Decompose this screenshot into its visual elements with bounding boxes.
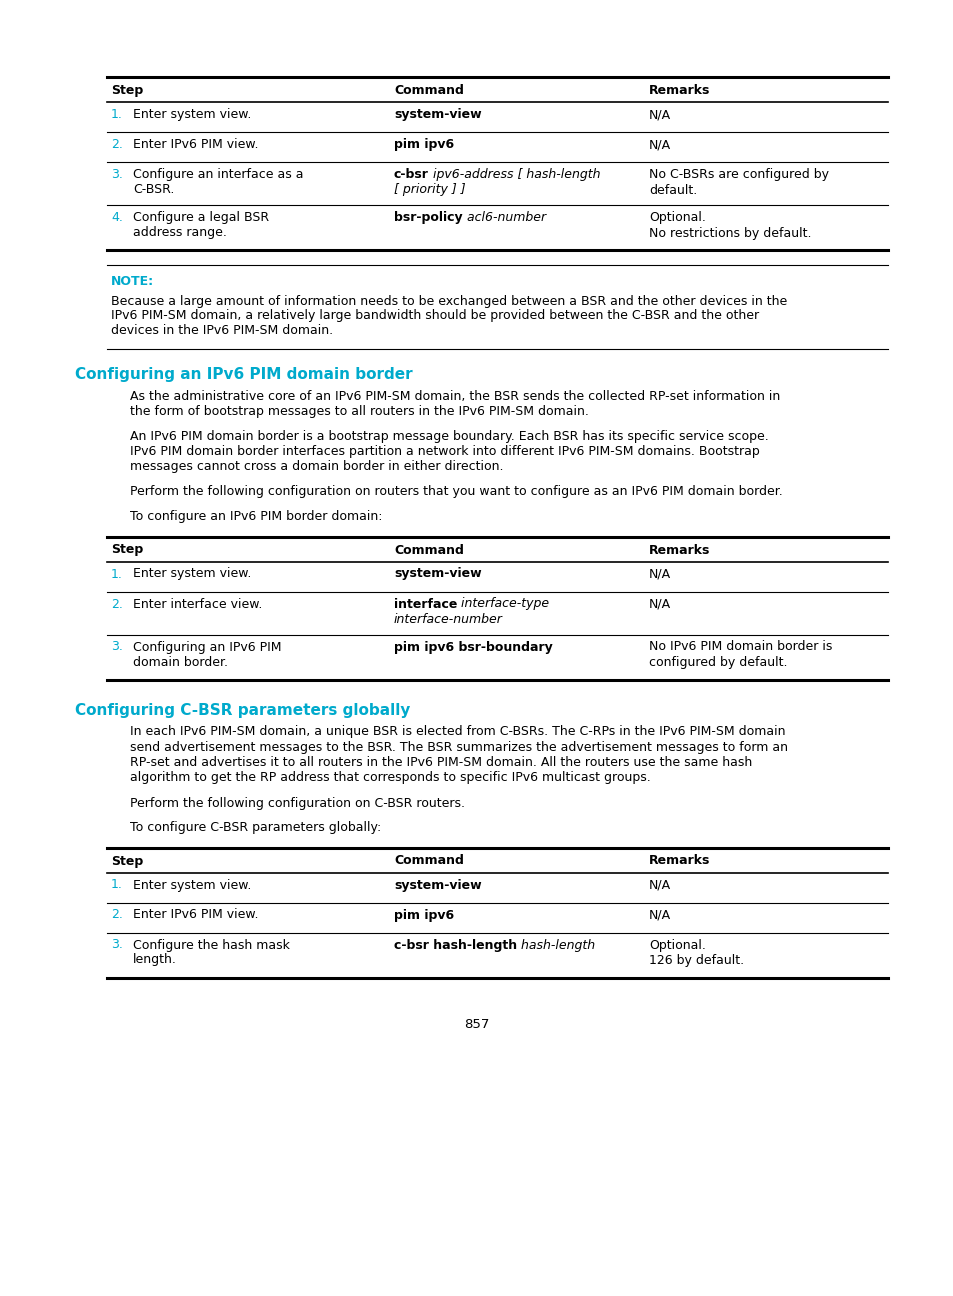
Text: Configuring C-BSR parameters globally: Configuring C-BSR parameters globally: [75, 702, 410, 718]
Text: Enter IPv6 PIM view.: Enter IPv6 PIM view.: [132, 908, 258, 921]
Text: Remarks: Remarks: [648, 84, 710, 97]
Text: pim ipv6: pim ipv6: [394, 908, 454, 921]
Text: system-view: system-view: [394, 879, 481, 892]
Text: To configure C-BSR parameters globally:: To configure C-BSR parameters globally:: [130, 820, 381, 835]
Text: acl6-number: acl6-number: [462, 211, 545, 224]
Text: system-view: system-view: [394, 568, 481, 581]
Text: 2.: 2.: [111, 597, 123, 610]
Text: Because a large amount of information needs to be exchanged between a BSR and th: Because a large amount of information ne…: [111, 294, 786, 337]
Text: N/A: N/A: [648, 908, 670, 921]
Text: interface-type: interface-type: [456, 597, 549, 610]
Text: Enter interface view.: Enter interface view.: [132, 597, 262, 610]
Text: hash-length: hash-length: [517, 938, 595, 951]
Text: c-bsr: c-bsr: [394, 168, 429, 181]
Text: Enter system view.: Enter system view.: [132, 879, 251, 892]
Text: 3.: 3.: [111, 640, 123, 653]
Text: 2.: 2.: [111, 137, 123, 152]
Text: Enter IPv6 PIM view.: Enter IPv6 PIM view.: [132, 137, 258, 152]
Text: An IPv6 PIM domain border is a bootstrap message boundary. Each BSR has its spec: An IPv6 PIM domain border is a bootstrap…: [130, 430, 768, 473]
Text: In each IPv6 PIM-SM domain, a unique BSR is elected from C-BSRs. The C-RPs in th: In each IPv6 PIM-SM domain, a unique BSR…: [130, 726, 787, 784]
Text: Configuring an IPv6 PIM
domain border.: Configuring an IPv6 PIM domain border.: [132, 640, 281, 669]
Text: default.: default.: [648, 184, 697, 197]
Text: NOTE:: NOTE:: [111, 275, 154, 288]
Text: Perform the following configuration on routers that you want to configure as an : Perform the following configuration on r…: [130, 486, 781, 499]
Text: 1.: 1.: [111, 108, 123, 121]
Text: Step: Step: [111, 543, 143, 556]
Text: Command: Command: [394, 84, 463, 97]
Text: N/A: N/A: [648, 879, 670, 892]
Text: Step: Step: [111, 854, 143, 867]
Text: 1.: 1.: [111, 879, 123, 892]
Text: system-view: system-view: [394, 108, 481, 121]
Text: As the administrative core of an IPv6 PIM-SM domain, the BSR sends the collected: As the administrative core of an IPv6 PI…: [130, 390, 780, 419]
Text: No C-BSRs are configured by: No C-BSRs are configured by: [648, 168, 828, 181]
Text: 126 by default.: 126 by default.: [648, 954, 743, 967]
Text: Command: Command: [394, 543, 463, 556]
Text: N/A: N/A: [648, 108, 670, 121]
Text: 2.: 2.: [111, 908, 123, 921]
Text: interface: interface: [394, 597, 456, 610]
Text: c-bsr hash-length: c-bsr hash-length: [394, 938, 517, 951]
Text: To configure an IPv6 PIM border domain:: To configure an IPv6 PIM border domain:: [130, 511, 382, 524]
Text: Enter system view.: Enter system view.: [132, 568, 251, 581]
Text: interface-number: interface-number: [394, 613, 502, 626]
Text: [ priority ] ]: [ priority ] ]: [394, 184, 465, 197]
Text: ipv6-address [ hash-length: ipv6-address [ hash-length: [429, 168, 599, 181]
Text: Configuring an IPv6 PIM domain border: Configuring an IPv6 PIM domain border: [75, 367, 413, 382]
Text: configured by default.: configured by default.: [648, 656, 786, 669]
Text: No IPv6 PIM domain border is: No IPv6 PIM domain border is: [648, 640, 832, 653]
Text: N/A: N/A: [648, 137, 670, 152]
Text: Enter system view.: Enter system view.: [132, 108, 251, 121]
Text: 1.: 1.: [111, 568, 123, 581]
Text: N/A: N/A: [648, 597, 670, 610]
Text: Remarks: Remarks: [648, 854, 710, 867]
Text: 3.: 3.: [111, 938, 123, 951]
Text: Perform the following configuration on C-BSR routers.: Perform the following configuration on C…: [130, 797, 464, 810]
Text: Remarks: Remarks: [648, 543, 710, 556]
Text: pim ipv6 bsr-boundary: pim ipv6 bsr-boundary: [394, 640, 552, 653]
Text: pim ipv6: pim ipv6: [394, 137, 454, 152]
Text: Configure a legal BSR
address range.: Configure a legal BSR address range.: [132, 211, 269, 238]
Text: Step: Step: [111, 84, 143, 97]
Text: 4.: 4.: [111, 211, 123, 224]
Text: Configure the hash mask
length.: Configure the hash mask length.: [132, 938, 290, 967]
Text: bsr-policy: bsr-policy: [394, 211, 462, 224]
Text: 3.: 3.: [111, 168, 123, 181]
Text: 857: 857: [464, 1017, 489, 1030]
Text: Configure an interface as a
C-BSR.: Configure an interface as a C-BSR.: [132, 168, 303, 196]
Text: Optional.: Optional.: [648, 938, 705, 951]
Text: Command: Command: [394, 854, 463, 867]
Text: N/A: N/A: [648, 568, 670, 581]
Text: Optional.: Optional.: [648, 211, 705, 224]
Text: No restrictions by default.: No restrictions by default.: [648, 227, 811, 240]
